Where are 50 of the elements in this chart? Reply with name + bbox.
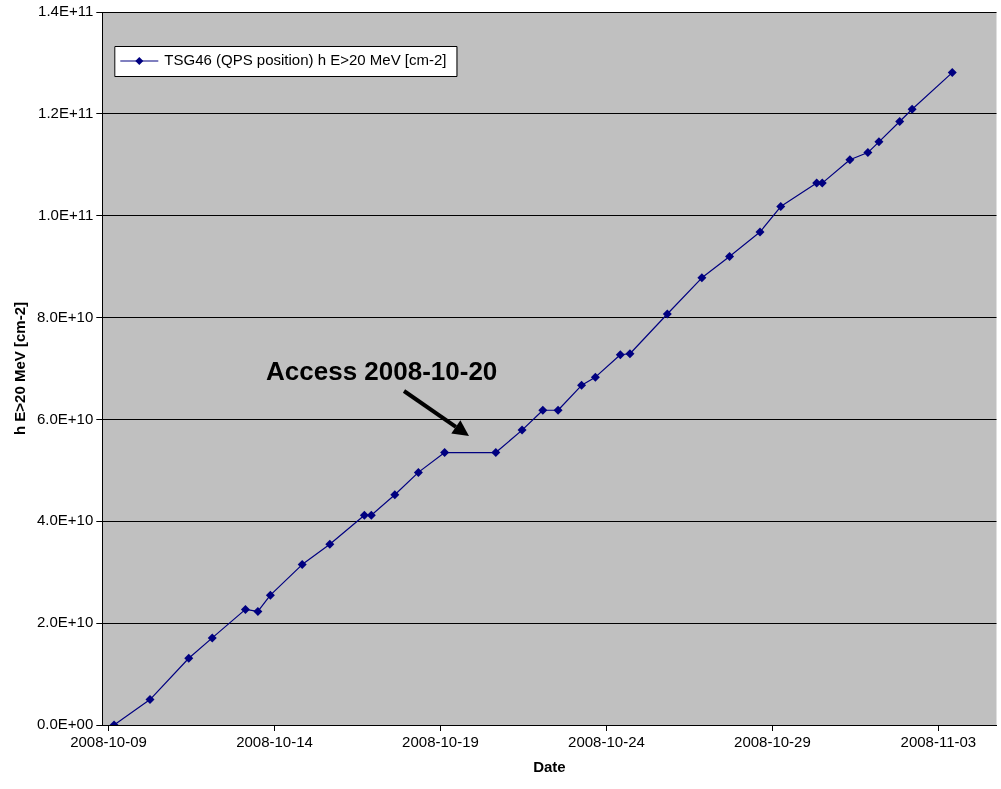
point xyxy=(145,695,155,705)
point xyxy=(590,372,600,382)
point xyxy=(184,653,194,663)
point xyxy=(440,448,450,458)
y-tick-label: 1.2E+11 xyxy=(38,104,94,121)
y-tick-label: 8.0E+10 xyxy=(36,307,94,325)
point xyxy=(755,227,765,237)
point xyxy=(207,633,217,643)
point xyxy=(413,467,423,477)
point xyxy=(577,380,587,390)
y-tick-label: 4.0E+10 xyxy=(36,511,94,529)
x-tick-label: 2008-11-03 xyxy=(900,733,977,751)
legend-label: TSG46 (QPS position) h E>20 MeV [cm-2] xyxy=(164,51,447,69)
point xyxy=(366,510,376,520)
point xyxy=(907,104,917,114)
point xyxy=(553,405,563,415)
x-axis-title: Date xyxy=(533,758,566,776)
point xyxy=(615,350,625,360)
point xyxy=(947,68,957,78)
point xyxy=(240,604,250,614)
x-tick-label: 2008-10-14 xyxy=(236,733,313,751)
y-tick-label: 2.0E+10 xyxy=(36,613,94,631)
point xyxy=(776,202,786,212)
point xyxy=(491,448,501,458)
point xyxy=(845,155,855,165)
point xyxy=(390,490,400,500)
y-tick-label: 1.0E+11 xyxy=(38,205,94,223)
x-tick-label: 2008-10-09 xyxy=(70,733,147,751)
point xyxy=(874,137,884,147)
point xyxy=(517,425,527,435)
point xyxy=(265,590,275,600)
x-tick-label: 2008-10-29 xyxy=(734,733,811,751)
point xyxy=(359,510,369,520)
point xyxy=(725,251,735,261)
point xyxy=(297,560,307,570)
y-axis-title: h E>20 MeV [cm-2] xyxy=(11,302,29,435)
y-tick-label: 0.0E+00 xyxy=(36,715,94,733)
point xyxy=(325,539,335,549)
point xyxy=(697,273,707,283)
x-tick-label: 2008-10-19 xyxy=(402,733,479,751)
point xyxy=(662,309,672,319)
point xyxy=(895,117,905,126)
x-tick-label: 2008-10-24 xyxy=(568,733,645,751)
y-tick-label: 1.4E+11 xyxy=(38,2,94,20)
point xyxy=(863,148,873,158)
annotation: Access 2008-10-20 xyxy=(266,355,498,386)
y-tick-label: 6.0E+10 xyxy=(36,409,94,427)
point xyxy=(625,349,635,359)
point xyxy=(538,405,548,415)
point xyxy=(253,606,263,616)
